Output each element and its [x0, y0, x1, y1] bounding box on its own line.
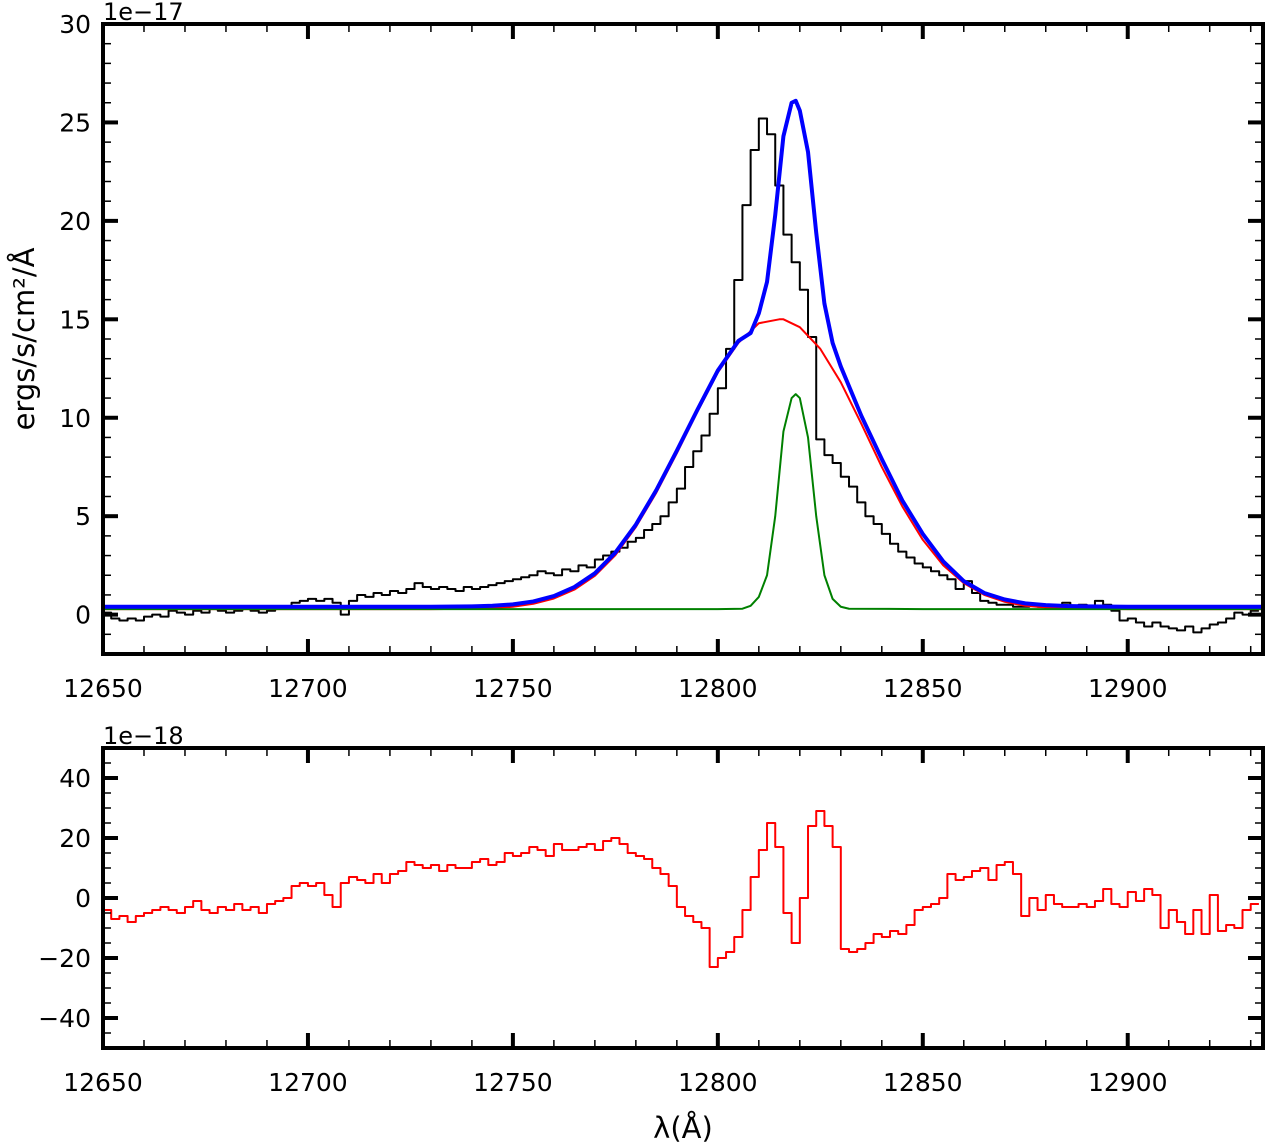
- y-axis-label: ergs/s/cm²/Å: [7, 247, 41, 430]
- y-tick-label: −40: [38, 1004, 91, 1033]
- scale-offset-label: 1e−17: [103, 0, 184, 26]
- x-tick-label: 12800: [678, 1068, 758, 1097]
- flux-spectrum-panel: 12650 12700 12750 12800 12850 12900 0 5 10 15 20 25…: [7, 0, 1265, 703]
- x-tick-label: 12850: [883, 674, 963, 703]
- x-tick-label: 12900: [1088, 674, 1168, 703]
- y-tick-label: 15: [59, 305, 91, 334]
- x-tick-label: 12750: [473, 1068, 553, 1097]
- y-tick-label: 20: [59, 207, 91, 236]
- x-tick-label: 12700: [268, 674, 348, 703]
- series-group: [103, 810, 1259, 968]
- y-tick-label: 20: [59, 824, 91, 853]
- residual-panel: 12650 12700 12750 12800 12850 12900 −40 −20 0 20 4…: [38, 722, 1265, 1142]
- series-line-2: [103, 393, 1263, 611]
- series-line-0: [103, 117, 1259, 634]
- x-axis-label: λ(Å): [653, 1111, 713, 1142]
- y-tick-label: 5: [75, 502, 91, 531]
- x-tick-label: 12800: [678, 674, 758, 703]
- y-tick-label: 40: [59, 764, 91, 793]
- series-group: [103, 98, 1263, 634]
- series-line-0: [103, 810, 1259, 968]
- plot-frame: [101, 22, 1265, 656]
- x-tick-label: 12700: [268, 1068, 348, 1097]
- series-line-3: [103, 98, 1263, 609]
- y-tick-label: 25: [59, 108, 91, 137]
- x-tick-label: 12750: [473, 674, 553, 703]
- axis-ticks: [101, 747, 1263, 1049]
- x-tick-label: 12900: [1088, 1068, 1168, 1097]
- axis-ticks: [101, 22, 1263, 655]
- y-tick-label: 0: [75, 884, 91, 913]
- y-tick-label: 10: [59, 404, 91, 433]
- scale-offset-label: 1e−18: [103, 722, 184, 750]
- x-tick-label: 12850: [883, 1068, 963, 1097]
- y-tick-label: 0: [75, 601, 91, 630]
- series-line-1: [103, 318, 1263, 611]
- y-tick-label: −20: [38, 944, 91, 973]
- x-tick-label: 12650: [63, 1068, 143, 1097]
- y-tick-label: 30: [59, 10, 91, 39]
- plot-frame: [101, 746, 1265, 1050]
- x-tick-label: 12650: [63, 674, 143, 703]
